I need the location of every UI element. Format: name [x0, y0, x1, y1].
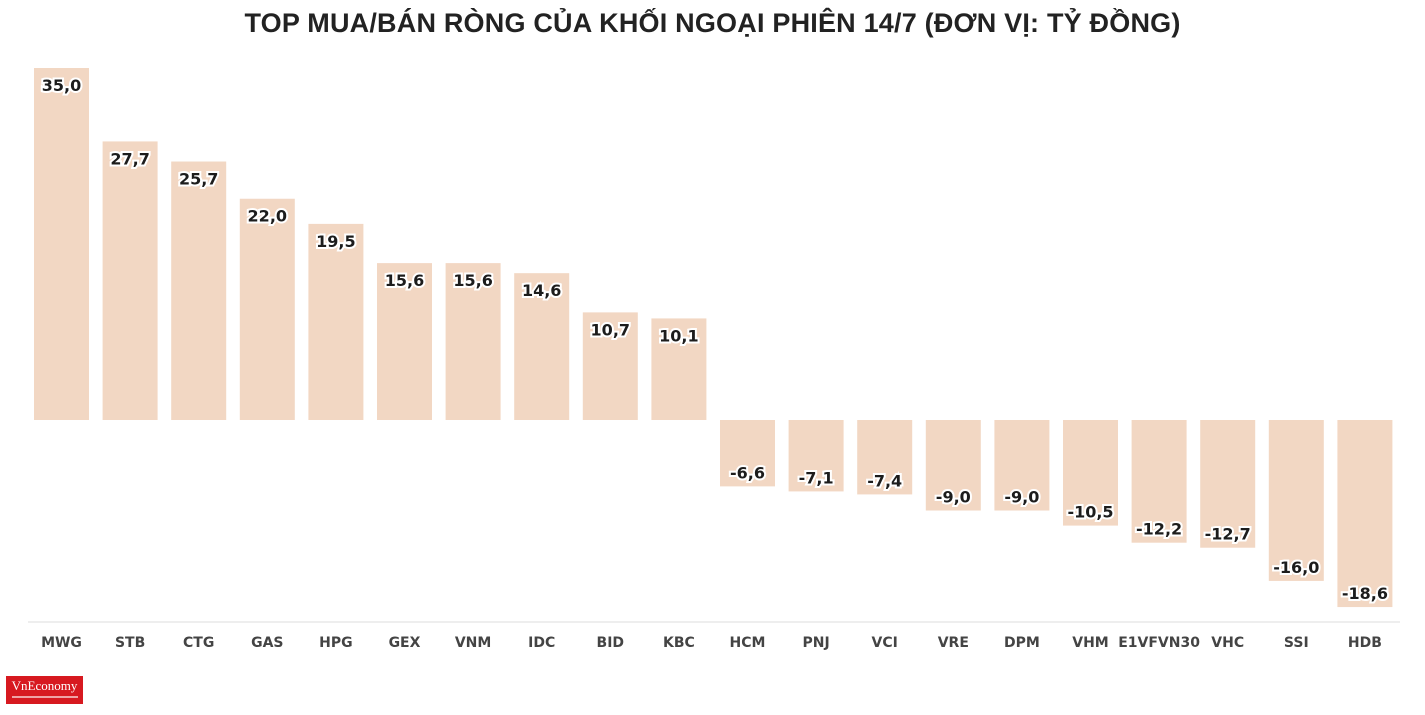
bar-vre — [925, 420, 981, 511]
bar-vnm — [445, 263, 501, 420]
value-label-stb: 27,7 — [110, 149, 149, 168]
value-label-hpg: 19,5 — [316, 232, 355, 251]
value-label-vre: -9,0 — [936, 488, 971, 507]
x-tick-label-hcm: HCM — [730, 635, 766, 651]
bar-hdb — [1337, 420, 1393, 608]
value-label-vhc: -12,7 — [1205, 525, 1251, 544]
vneconomy-logo: VnEconomy — [6, 676, 83, 704]
x-tick-label-vnm: VNM — [455, 635, 491, 651]
bar-gex — [377, 263, 432, 420]
value-label-mwg: 35,0 — [42, 76, 81, 95]
x-tick-label-ssi: SSI — [1284, 635, 1309, 651]
bar-kbc — [651, 318, 707, 420]
logo-tagline-mark — [11, 696, 78, 698]
value-label-hcm: -6,6 — [730, 463, 765, 482]
x-tick-label-vre: VRE — [938, 635, 969, 651]
x-tick-labels-group: MWG STB CTG GAS HPG GEX VNM IDC BID KBC HCM PNJ VCI V… — [41, 635, 1382, 651]
value-label-vci: -7,4 — [867, 471, 902, 490]
x-tick-label-hdb: HDB — [1348, 635, 1382, 651]
value-label-kbc: 10,1 — [659, 326, 698, 345]
bar-vhc — [1200, 420, 1256, 548]
bar-mwg — [34, 68, 89, 420]
bar-vci — [857, 420, 913, 495]
bar-e1vfvn30 — [1131, 420, 1187, 543]
bar-gas — [239, 198, 295, 420]
value-label-vnm: 15,6 — [453, 271, 492, 290]
bar-stb — [102, 141, 158, 420]
bar-hpg — [308, 223, 364, 420]
x-tick-label-dpm: DPM — [1004, 635, 1040, 651]
bar-pnj — [788, 420, 844, 492]
value-label-gas: 22,0 — [248, 207, 287, 226]
value-labels-group: 35,0 27,7 25,7 22,0 19,5 15,6 15,6 14,6 10,7 10,1… — [40, 74, 1390, 605]
x-tick-label-gas: GAS — [251, 635, 283, 651]
value-label-dpm: -9,0 — [1004, 488, 1039, 507]
value-label-ctg: 25,7 — [179, 170, 218, 189]
x-tick-label-e1vfvn30: E1VFVN30 — [1118, 635, 1200, 651]
x-tick-label-vci: VCI — [872, 635, 898, 651]
value-label-e1vfvn30: -12,2 — [1136, 520, 1182, 539]
bar-idc — [514, 273, 570, 420]
bars-group — [34, 68, 1393, 608]
x-tick-label-gex: GEX — [389, 635, 421, 651]
value-label-hdb: -18,6 — [1342, 584, 1388, 603]
value-label-vhm: -10,5 — [1067, 503, 1113, 522]
bar-dpm — [994, 420, 1050, 511]
bar-bid — [582, 312, 638, 420]
x-tick-label-vhm: VHM — [1072, 635, 1108, 651]
x-tick-label-kbc: KBC — [663, 635, 695, 651]
x-tick-label-stb: STB — [115, 635, 145, 651]
value-label-ssi: -16,0 — [1273, 558, 1319, 577]
value-label-idc: 14,6 — [522, 281, 561, 300]
bar-hcm — [720, 420, 775, 487]
chart-title: TOP MUA/BÁN RÒNG CỦA KHỐI NGOẠI PHIÊN 14… — [244, 8, 1181, 38]
x-tick-label-pnj: PNJ — [803, 635, 830, 651]
logo-text: VnEconomy — [11, 678, 78, 693]
x-tick-label-vhc: VHC — [1211, 635, 1244, 651]
value-label-pnj: -7,1 — [799, 468, 834, 487]
bar-ssi — [1268, 420, 1324, 581]
value-label-bid: 10,7 — [591, 320, 630, 339]
x-tick-label-ctg: CTG — [183, 635, 214, 651]
bar-vhm — [1063, 420, 1118, 526]
x-tick-label-hpg: HPG — [319, 635, 352, 651]
x-tick-label-idc: IDC — [528, 635, 555, 651]
x-tick-label-mwg: MWG — [41, 635, 82, 651]
x-tick-label-bid: BID — [597, 635, 625, 651]
value-label-gex: 15,6 — [385, 271, 424, 290]
bar-ctg — [171, 161, 227, 420]
